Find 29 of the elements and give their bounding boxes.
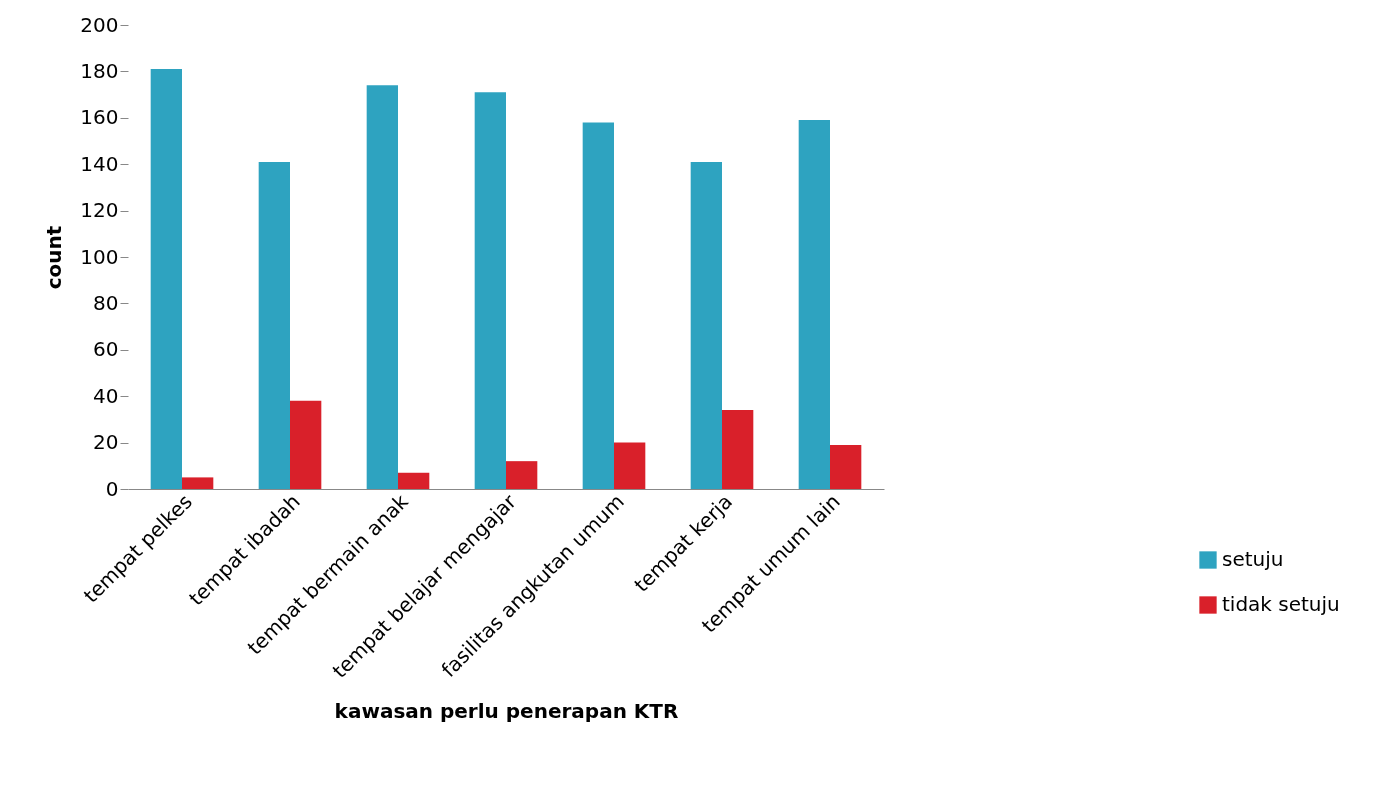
bar [150,69,182,489]
bar [614,442,646,489]
legend-label: setuju [1222,547,1284,571]
y-tick-label: 80 [93,290,119,315]
y-tick-label: 180 [80,58,119,83]
bar [398,472,430,489]
bar [290,400,322,489]
bar [258,161,290,489]
bar [582,122,614,489]
bar [366,85,398,489]
y-tick-label: 140 [80,151,119,176]
y-tick-label: 100 [80,244,119,269]
legend-label: tidak setuju [1222,592,1340,616]
bar [474,92,506,489]
y-tick-label: 0 [105,476,119,501]
y-tick-label: 200 [80,12,119,37]
y-tick-label: 60 [93,337,119,362]
y-tick-label: 120 [80,198,119,223]
y-tick-label: 160 [80,105,119,130]
bar [798,120,830,489]
y-axis-title: count [42,225,67,290]
bar [830,444,862,489]
bar [722,410,754,489]
y-tick-label: 40 [93,383,119,408]
bar [690,161,722,489]
bar [506,461,538,489]
bar [182,477,214,489]
x-axis-title: kawasan perlu penerapan KTR [334,699,679,724]
y-tick-label: 20 [93,430,119,455]
